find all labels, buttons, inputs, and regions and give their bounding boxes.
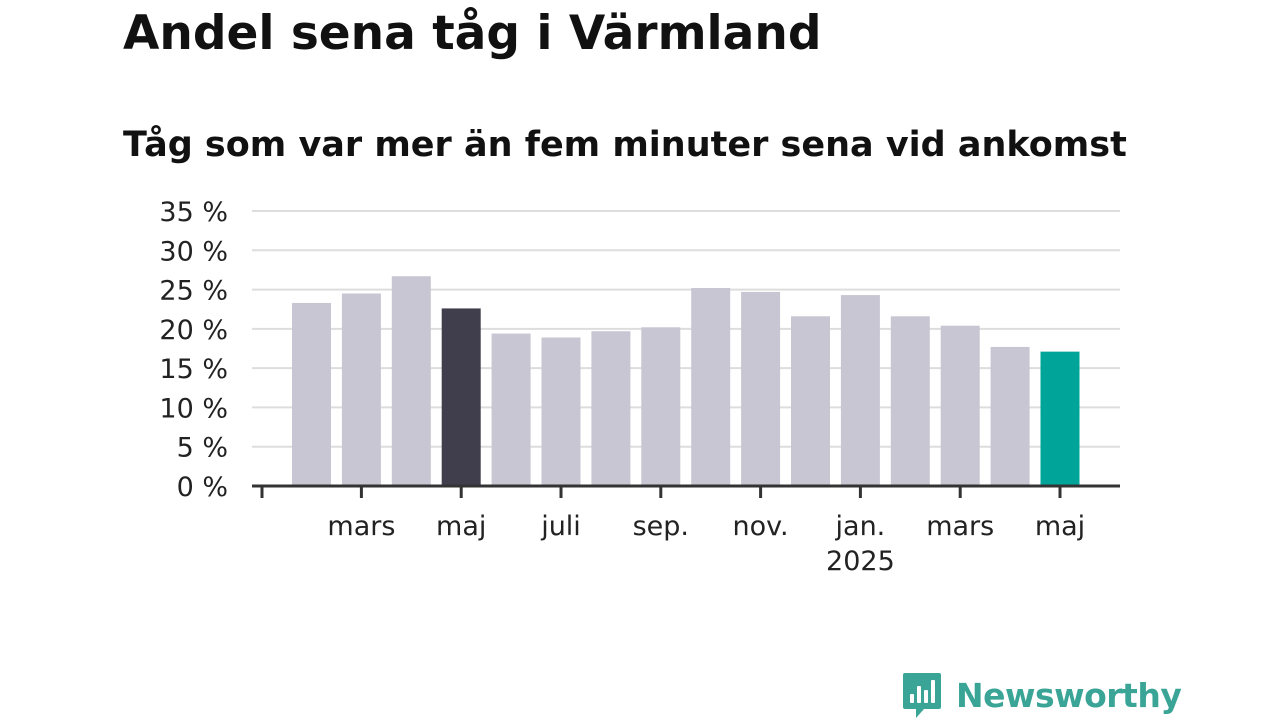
bar-2024-05 — [441, 308, 481, 486]
bar-2024-04 — [391, 276, 431, 486]
y-tick-label: 25 % — [159, 276, 228, 307]
x-tick-label: jan. — [835, 511, 886, 542]
bar-2024-07 — [541, 337, 581, 486]
y-tick-label: 5 % — [177, 433, 228, 464]
bar-2024-11 — [741, 291, 781, 486]
chart-title: Andel sena tåg i Värmland — [123, 6, 822, 61]
bar-2025-01 — [840, 295, 880, 486]
bar-2024-03 — [341, 293, 381, 486]
bar-2025-04 — [990, 346, 1030, 486]
x-tick-label: sep. — [633, 511, 689, 542]
grid-lines — [252, 210, 1120, 448]
y-tick-label: 20 % — [159, 315, 228, 346]
bar-2024-12 — [791, 316, 830, 486]
y-axis-labels: 0 % 5 % 10 % 15 % 20 % 25 % 30 % 35 % — [159, 197, 228, 503]
chart-subtitle: Tåg som var mer än fem minuter sena vid … — [123, 125, 1127, 165]
bar-2024-08 — [591, 331, 631, 486]
y-tick-label: 0 % — [177, 472, 228, 503]
newsworthy-logo: Newsworthy — [902, 670, 1182, 720]
newsworthy-logo-icon — [903, 673, 941, 718]
bar-2024-10 — [691, 288, 731, 486]
y-tick-label: 15 % — [159, 354, 228, 385]
bar-2024-06 — [491, 333, 531, 486]
x-tick-label: mars — [926, 511, 994, 542]
bar-2024-09 — [641, 327, 681, 486]
bar-2025-05 — [1040, 351, 1080, 486]
bar-2025-03 — [940, 325, 980, 486]
bar-chart: 0 % 5 % 10 % 15 % 20 % 25 % 30 % 35 % mars maj ju… — [159, 197, 1120, 577]
x-tick-sublabel: 2025 — [826, 546, 895, 577]
y-tick-label: 10 % — [159, 393, 228, 424]
newsworthy-logo-text: Newsworthy — [956, 675, 1182, 715]
y-tick-label: 30 % — [159, 236, 228, 267]
x-tick-label: maj — [1035, 511, 1085, 542]
x-axis-labels: mars maj juli sep. nov. jan. 2025 mars maj — [327, 511, 1085, 577]
bars — [292, 276, 1080, 486]
bar-2024-02 — [292, 302, 331, 486]
x-axis — [252, 484, 1120, 498]
x-tick-label: maj — [436, 511, 486, 542]
x-tick-label: juli — [540, 511, 581, 542]
x-tick-label: mars — [327, 511, 395, 542]
bar-2025-02 — [890, 316, 930, 486]
y-tick-label: 35 % — [159, 197, 228, 228]
x-tick-label: nov. — [733, 511, 789, 542]
